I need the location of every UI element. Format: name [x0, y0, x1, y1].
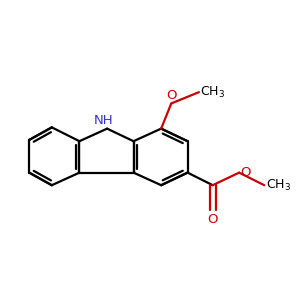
Text: O: O	[208, 213, 218, 226]
Text: O: O	[240, 166, 251, 179]
Text: NH: NH	[94, 114, 113, 128]
Text: CH$_3$: CH$_3$	[266, 178, 291, 193]
Text: CH$_3$: CH$_3$	[200, 85, 225, 100]
Text: O: O	[166, 89, 176, 102]
